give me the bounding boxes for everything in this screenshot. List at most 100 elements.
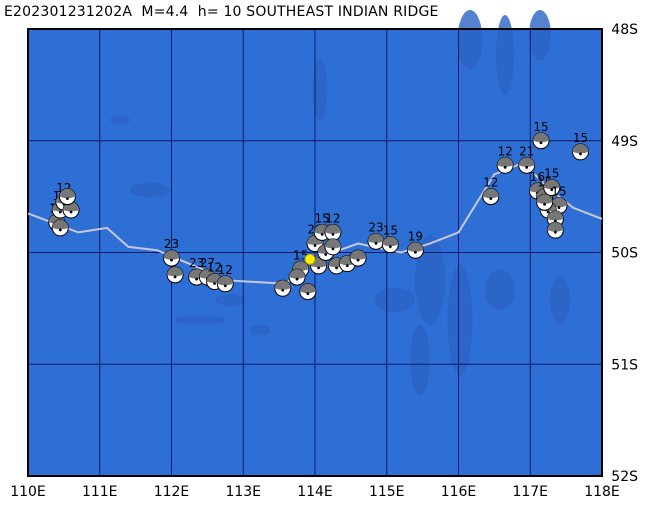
mechanism-depth-label: 12 bbox=[218, 263, 233, 277]
focal-mechanism bbox=[51, 219, 69, 237]
beachball-compression bbox=[572, 143, 589, 154]
y-tick-label: 51S bbox=[611, 357, 638, 373]
mechanism-depth-label: 19 bbox=[408, 229, 423, 243]
bathymetry-patch bbox=[250, 325, 270, 335]
beachball-dot bbox=[546, 210, 550, 214]
mechanism-depth-label: 16 bbox=[530, 170, 545, 184]
beachball-dot bbox=[388, 245, 392, 249]
y-tick-label: 48S bbox=[611, 22, 638, 38]
beachball-dot bbox=[579, 152, 582, 156]
mechanism-depth-label: 15 bbox=[533, 120, 548, 134]
beachball-dot bbox=[525, 165, 529, 169]
beachball-compression bbox=[543, 179, 560, 190]
beachball-compression bbox=[497, 157, 514, 167]
focal-mechanism bbox=[324, 238, 342, 256]
mechanism-depth-label: 23 bbox=[164, 237, 179, 251]
focal-mechanism bbox=[571, 143, 589, 161]
focal-mechanism bbox=[543, 179, 561, 197]
beachball-dot bbox=[356, 258, 360, 262]
beachball-compression bbox=[407, 242, 424, 252]
focal-mechanism bbox=[216, 275, 234, 293]
bathymetry-patch bbox=[447, 265, 473, 375]
beachball-compression bbox=[163, 250, 180, 260]
beachball-compression bbox=[350, 250, 367, 260]
bathymetry-patch bbox=[175, 315, 225, 325]
mechanism-depth-label: 15 bbox=[573, 131, 588, 145]
beachball-compression bbox=[274, 280, 291, 290]
beachball-dot bbox=[213, 282, 216, 285]
mechanism-depth-label: 15 bbox=[551, 185, 566, 199]
beachball-dot bbox=[69, 210, 73, 214]
x-tick-label: 114E bbox=[297, 484, 333, 500]
x-tick-label: 117E bbox=[512, 484, 548, 500]
focal-mechanism bbox=[381, 236, 399, 254]
mechanism-depth-label: 27 bbox=[200, 256, 215, 270]
bathymetry-patch bbox=[375, 287, 415, 313]
focal-mechanism bbox=[288, 268, 306, 286]
focal-mechanism bbox=[166, 266, 184, 284]
beachball-dot bbox=[374, 241, 378, 245]
beachball-dot bbox=[58, 210, 62, 214]
bathymetry-patch bbox=[130, 182, 170, 198]
mechanism-depth-label: 15 bbox=[293, 248, 308, 262]
focal-mechanism bbox=[406, 241, 424, 259]
beachball-dot bbox=[170, 258, 173, 262]
x-tick-label: 111E bbox=[82, 484, 118, 500]
beachball-dot bbox=[489, 197, 493, 201]
mechanism-depth-label: 12 bbox=[325, 211, 340, 225]
beachball-compression bbox=[550, 197, 567, 208]
bathymetry-patch bbox=[312, 60, 328, 120]
focal-mechanism bbox=[274, 279, 292, 297]
beachball-compression bbox=[547, 210, 564, 221]
mechanism-depth-label: 12 bbox=[207, 261, 222, 275]
beachball-compression bbox=[217, 275, 234, 286]
beachball-compression bbox=[59, 188, 76, 199]
bathymetry-patch bbox=[415, 235, 445, 325]
beachball-compression bbox=[547, 222, 564, 232]
focal-mechanism bbox=[58, 188, 76, 206]
focal-mechanism bbox=[163, 249, 180, 267]
focal-mechanism bbox=[536, 193, 554, 211]
beachball-dot bbox=[66, 197, 69, 201]
x-tick-label: 113E bbox=[225, 484, 261, 500]
y-tick-label: 52S bbox=[611, 469, 638, 485]
beachball-dot bbox=[324, 253, 328, 256]
beachball-dot bbox=[331, 247, 335, 251]
bathymetry-patch bbox=[550, 275, 570, 325]
beachball-compression bbox=[482, 188, 499, 199]
bathymetry-patch bbox=[529, 10, 551, 60]
beachball-dot bbox=[173, 275, 177, 279]
plate-boundary-line bbox=[27, 161, 603, 285]
bathymetry-patch bbox=[485, 270, 515, 310]
focal-mechanism bbox=[532, 132, 550, 150]
focal-mechanism bbox=[496, 156, 514, 174]
beachball-compression bbox=[292, 261, 309, 271]
beachball-dot bbox=[295, 277, 299, 281]
beachball-dot bbox=[223, 284, 227, 288]
beachball-dot bbox=[550, 188, 554, 192]
x-tick-label: 110E bbox=[10, 484, 46, 500]
beachball-compression bbox=[324, 224, 341, 234]
beachball-dot bbox=[331, 232, 335, 236]
bathymetry-patch bbox=[110, 115, 130, 125]
beachball-dot bbox=[557, 206, 561, 209]
beachball-dot bbox=[553, 230, 557, 234]
beachball-dot bbox=[539, 141, 543, 145]
beachball-dot bbox=[313, 244, 317, 247]
beachball-compression bbox=[367, 233, 384, 243]
mechanism-depth-label: 21 bbox=[519, 144, 534, 158]
x-tick-label: 116E bbox=[441, 484, 477, 500]
map-frame bbox=[27, 28, 603, 477]
bathymetry-patch bbox=[457, 10, 483, 70]
beachball-dot bbox=[317, 266, 320, 270]
focal-mechanism bbox=[367, 232, 385, 250]
x-tick-label: 112E bbox=[154, 484, 190, 500]
beachball-dot bbox=[553, 219, 557, 223]
x-tick-label: 115E bbox=[369, 484, 405, 500]
beachball-dot bbox=[335, 266, 338, 270]
beachball-dot bbox=[503, 165, 507, 169]
focal-mechanism bbox=[482, 188, 500, 206]
y-tick-label: 49S bbox=[611, 134, 638, 150]
mechanism-depth-label: 23 bbox=[368, 220, 383, 234]
